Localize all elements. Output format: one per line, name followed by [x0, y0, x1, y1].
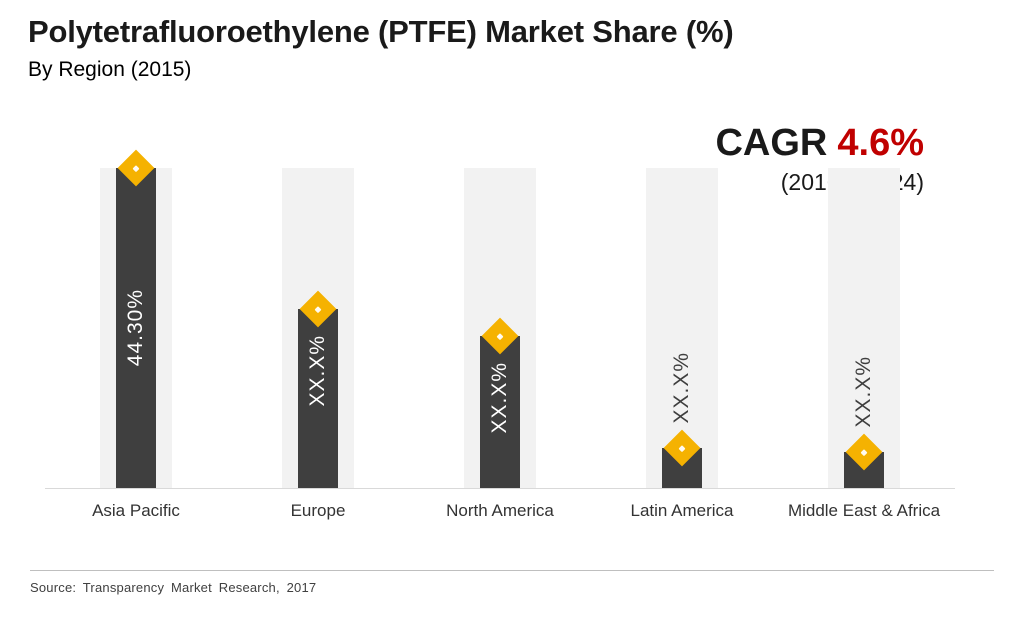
bar-value-label: XX.X% [852, 356, 875, 428]
diamond-dot [860, 448, 868, 456]
page-subtitle: By Region (2015) [28, 58, 192, 81]
cagr-line: CAGR 4.6% [715, 122, 924, 165]
cagr-value: 4.6% [837, 122, 924, 164]
bar-value-label: XX.X% [488, 362, 511, 434]
bar [844, 433, 884, 488]
diamond-dot [678, 444, 686, 452]
page-title: Polytetrafluoroethylene (PTFE) Market Sh… [28, 14, 734, 49]
category-label: Asia Pacific [92, 501, 180, 520]
diamond-dot [314, 305, 322, 313]
category-label: Latin America [630, 501, 734, 520]
bar [662, 429, 702, 488]
bar-column: 44.30% [45, 149, 227, 488]
diamond-dot [132, 164, 140, 172]
bar: 44.30% [116, 149, 156, 488]
bar-value-label: XX.X% [670, 352, 693, 424]
cagr-label: CAGR [715, 122, 828, 164]
source-note: Source: Transparency Market Research, 20… [30, 580, 317, 595]
bar-column: XX.X% [409, 168, 591, 488]
bar-column: XX.X% [227, 168, 409, 488]
footer: Source: Transparency Market Research, 20… [30, 570, 994, 595]
bar-chart-plot: 44.30% XX.X% XX.X% XX.X% XX.X% [45, 149, 955, 489]
bar-column: XX.X% [591, 168, 773, 488]
bar-value-label: XX.X% [306, 335, 329, 407]
bar: XX.X% [298, 290, 338, 488]
category-label: Middle East & Africa [787, 501, 941, 520]
bar: XX.X% [480, 317, 520, 488]
category-label: Europe [290, 501, 346, 520]
category-axis: Asia Pacific Europe North America Latin Ame… [45, 490, 955, 523]
chart-header: Polytetrafluoroethylene (PTFE) Market Sh… [28, 14, 734, 82]
category-label: North America [446, 501, 554, 520]
diamond-dot [496, 332, 504, 340]
bar-column: XX.X% [773, 168, 955, 488]
diamond-marker-icon [117, 149, 155, 187]
bar-value-label: 44.30% [124, 289, 147, 367]
